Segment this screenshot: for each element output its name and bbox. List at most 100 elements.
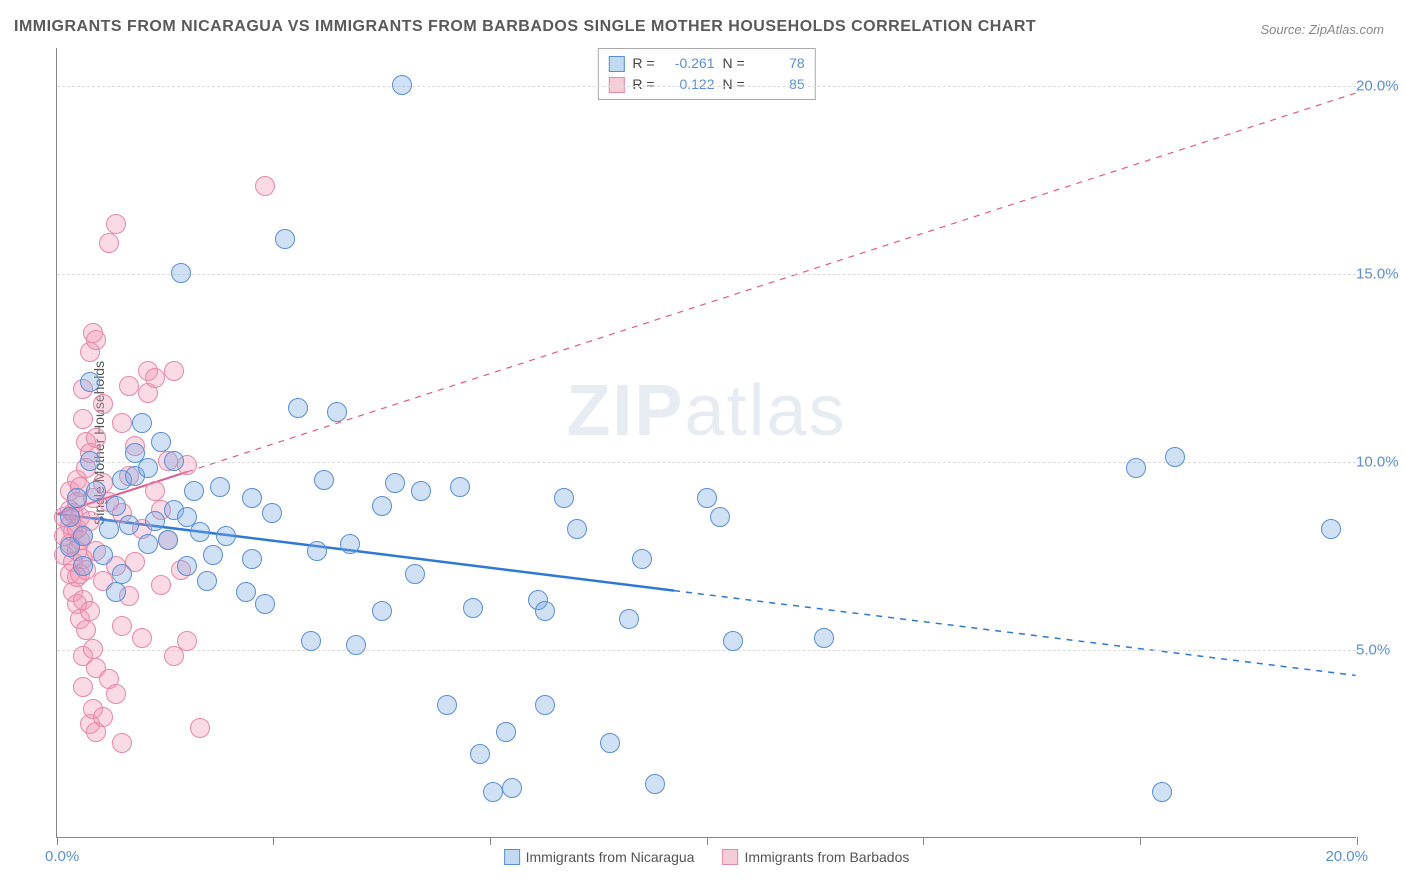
- data-point: [255, 594, 275, 614]
- n-value-barbados: 85: [753, 74, 805, 95]
- trend-lines-svg: [57, 48, 1356, 837]
- stats-row-barbados: R = 0.122 N = 85: [608, 74, 804, 95]
- data-point: [411, 481, 431, 501]
- data-point: [132, 413, 152, 433]
- data-point: [93, 545, 113, 565]
- gridline: [57, 462, 1356, 463]
- xtick: [923, 837, 924, 845]
- legend-swatch-nicaragua: [504, 849, 520, 865]
- data-point: [619, 609, 639, 629]
- data-point: [73, 556, 93, 576]
- data-point: [301, 631, 321, 651]
- legend-swatch-barbados: [722, 849, 738, 865]
- data-point: [203, 545, 223, 565]
- data-point: [405, 564, 425, 584]
- xtick: [1140, 837, 1141, 845]
- data-point: [632, 549, 652, 569]
- data-point: [93, 394, 113, 414]
- r-value-nicaragua: -0.261: [663, 53, 715, 74]
- ytick-label: 5.0%: [1356, 641, 1406, 658]
- data-point: [99, 519, 119, 539]
- data-point: [710, 507, 730, 527]
- data-point: [99, 233, 119, 253]
- data-point: [502, 778, 522, 798]
- xtick: [57, 837, 58, 845]
- swatch-nicaragua: [608, 56, 624, 72]
- data-point: [119, 515, 139, 535]
- data-point: [236, 582, 256, 602]
- data-point: [463, 598, 483, 618]
- plot-area: ZIPatlas Single Mother Households R = -0…: [56, 48, 1356, 838]
- xtick: [707, 837, 708, 845]
- legend-label-nicaragua: Immigrants from Nicaragua: [526, 849, 695, 865]
- data-point: [255, 176, 275, 196]
- data-point: [470, 744, 490, 764]
- data-point: [307, 541, 327, 561]
- data-point: [340, 534, 360, 554]
- data-point: [535, 695, 555, 715]
- data-point: [60, 507, 80, 527]
- data-point: [372, 601, 392, 621]
- data-point: [158, 530, 178, 550]
- data-point: [132, 628, 152, 648]
- data-point: [723, 631, 743, 651]
- data-point: [76, 620, 96, 640]
- data-point: [177, 556, 197, 576]
- data-point: [554, 488, 574, 508]
- data-point: [145, 368, 165, 388]
- n-label-2: N =: [723, 74, 745, 95]
- data-point: [437, 695, 457, 715]
- ytick-label: 15.0%: [1356, 265, 1406, 282]
- data-point: [262, 503, 282, 523]
- data-point: [112, 616, 132, 636]
- data-point: [242, 549, 262, 569]
- data-point: [242, 488, 262, 508]
- data-point: [112, 413, 132, 433]
- bottom-legend: Immigrants from Nicaragua Immigrants fro…: [504, 849, 910, 865]
- data-point: [814, 628, 834, 648]
- gridline: [57, 86, 1356, 87]
- data-point: [346, 635, 366, 655]
- gridline: [57, 274, 1356, 275]
- data-point: [385, 473, 405, 493]
- data-point: [645, 774, 665, 794]
- data-point: [106, 684, 126, 704]
- data-point: [171, 263, 191, 283]
- data-point: [372, 496, 392, 516]
- data-point: [275, 229, 295, 249]
- data-point: [288, 398, 308, 418]
- data-point: [119, 376, 139, 396]
- data-point: [67, 488, 87, 508]
- data-point: [210, 477, 230, 497]
- ytick-label: 20.0%: [1356, 77, 1406, 94]
- data-point: [190, 718, 210, 738]
- data-point: [392, 75, 412, 95]
- data-point: [567, 519, 587, 539]
- data-point: [197, 571, 217, 591]
- stats-legend-box: R = -0.261 N = 78 R = 0.122 N = 85: [597, 48, 815, 100]
- data-point: [73, 677, 93, 697]
- data-point: [138, 458, 158, 478]
- data-point: [138, 534, 158, 554]
- data-point: [86, 481, 106, 501]
- legend-label-barbados: Immigrants from Barbados: [744, 849, 909, 865]
- data-point: [80, 601, 100, 621]
- data-point: [164, 451, 184, 471]
- watermark-bold: ZIP: [566, 371, 684, 451]
- data-point: [164, 361, 184, 381]
- data-point: [600, 733, 620, 753]
- r-value-barbados: 0.122: [663, 74, 715, 95]
- data-point: [80, 372, 100, 392]
- r-label: R =: [632, 53, 654, 74]
- data-point: [73, 526, 93, 546]
- data-point: [112, 733, 132, 753]
- data-point: [697, 488, 717, 508]
- data-point: [86, 428, 106, 448]
- source-label: Source: ZipAtlas.com: [1260, 22, 1384, 37]
- data-point: [80, 451, 100, 471]
- data-point: [483, 782, 503, 802]
- xtick-label-max: 20.0%: [1325, 848, 1368, 865]
- data-point: [496, 722, 516, 742]
- data-point: [1165, 447, 1185, 467]
- data-point: [1152, 782, 1172, 802]
